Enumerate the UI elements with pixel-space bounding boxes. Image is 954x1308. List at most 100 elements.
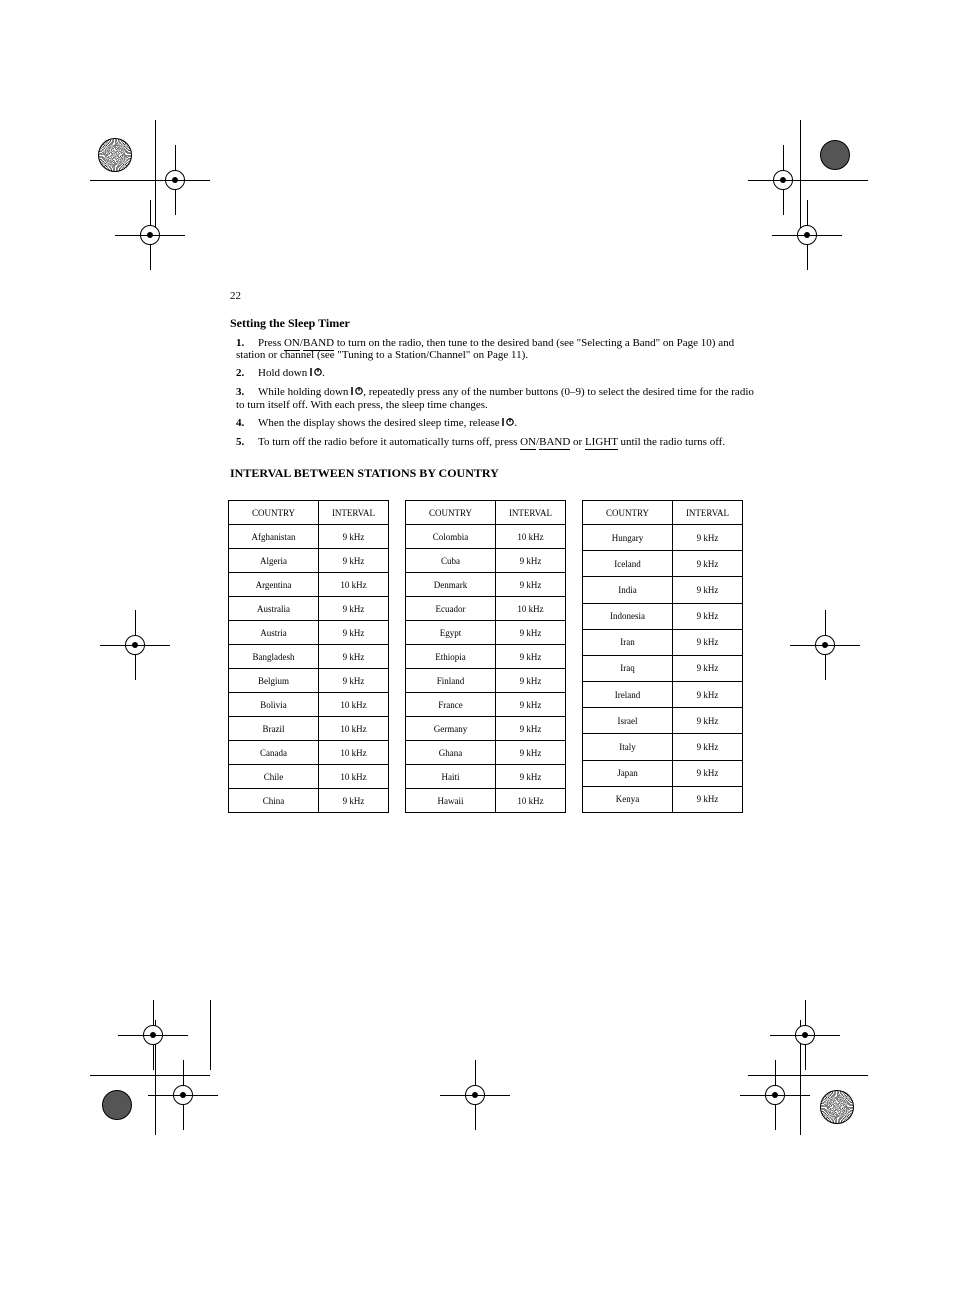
table-cell: Afghanistan [229, 525, 319, 549]
table-cell: Kenya [583, 786, 673, 812]
key-label: ON [284, 337, 300, 351]
table-cell: Finland [406, 669, 496, 693]
table-header: COUNTRY [406, 501, 496, 525]
table-row: Canada10 kHz [229, 741, 389, 765]
table-cell: 9 kHz [496, 669, 566, 693]
table-cell: Egypt [406, 621, 496, 645]
table-cell: Haiti [406, 765, 496, 789]
table-cell: Israel [583, 708, 673, 734]
chart-title: INTERVAL BETWEEN STATIONS BY COUNTRY [230, 466, 760, 481]
table-cell: 10 kHz [319, 573, 389, 597]
table-cell: Belgium [229, 669, 319, 693]
table-cell: 9 kHz [496, 549, 566, 573]
table-cell: 10 kHz [319, 693, 389, 717]
table-cell: 10 kHz [319, 717, 389, 741]
table-cell: Iraq [583, 655, 673, 681]
step: 3.While holding down , repeatedly press … [236, 386, 760, 411]
page-number: 22 [230, 290, 760, 302]
table-row: Israel9 kHz [583, 708, 743, 734]
table-cell: Brazil [229, 717, 319, 741]
table-row: Iran9 kHz [583, 629, 743, 655]
table-row: Indonesia9 kHz [583, 603, 743, 629]
table-cell: Cuba [406, 549, 496, 573]
table-cell: 9 kHz [319, 789, 389, 813]
table-row: Ireland9 kHz [583, 682, 743, 708]
table-cell: 9 kHz [673, 603, 743, 629]
step-number: 5. [236, 436, 258, 448]
regmark-icon [100, 610, 170, 680]
table-row: Algeria9 kHz [229, 549, 389, 573]
table-row: Ghana9 kHz [406, 741, 566, 765]
steps-list: 1.Press ON/BAND to turn on the radio, th… [230, 337, 760, 448]
power-icon [310, 367, 322, 380]
table-cell: 10 kHz [496, 597, 566, 621]
table-cell: 10 kHz [319, 765, 389, 789]
regmark-icon [772, 200, 842, 270]
table-cell: 9 kHz [673, 551, 743, 577]
table-header: INTERVAL [673, 501, 743, 525]
table-cell: 9 kHz [319, 549, 389, 573]
step: 4.When the display shows the desired sle… [236, 417, 760, 430]
table-row: Austria9 kHz [229, 621, 389, 645]
table-cell: Bolivia [229, 693, 319, 717]
table-row: Hawaii10 kHz [406, 789, 566, 813]
table-row: Bangladesh9 kHz [229, 645, 389, 669]
table-cell: China [229, 789, 319, 813]
table-row: Chile10 kHz [229, 765, 389, 789]
table-cell: Denmark [406, 573, 496, 597]
table-cell: 9 kHz [496, 717, 566, 741]
table-cell: 9 kHz [673, 577, 743, 603]
regmark-icon [740, 1060, 810, 1130]
table-row: India9 kHz [583, 577, 743, 603]
table-cell: Germany [406, 717, 496, 741]
table-cell: Ethiopia [406, 645, 496, 669]
table-cell: 9 kHz [319, 525, 389, 549]
table-cell: 10 kHz [496, 525, 566, 549]
table-cell: 9 kHz [319, 597, 389, 621]
table-row: France9 kHz [406, 693, 566, 717]
document-page: 22 Setting the Sleep Timer 1.Press ON/BA… [0, 0, 954, 1308]
power-icon [351, 386, 363, 399]
table-row: Hungary9 kHz [583, 525, 743, 551]
table-cell: Ireland [583, 682, 673, 708]
table-row: China9 kHz [229, 789, 389, 813]
table-cell: Chile [229, 765, 319, 789]
table-cell: 9 kHz [496, 765, 566, 789]
table-cell: 9 kHz [673, 708, 743, 734]
key-label: LIGHT [585, 436, 618, 450]
interval-tables: COUNTRYINTERVALAfghanistan9 kHzAlgeria9 … [228, 500, 764, 813]
step: 2.Hold down . [236, 367, 760, 380]
table-cell: 10 kHz [496, 789, 566, 813]
table-cell: 9 kHz [673, 655, 743, 681]
regmark-icon [790, 610, 860, 680]
table-row: Haiti9 kHz [406, 765, 566, 789]
table-cell: Australia [229, 597, 319, 621]
table-row: Ecuador10 kHz [406, 597, 566, 621]
table-cell: 9 kHz [496, 741, 566, 765]
table-row: Brazil10 kHz [229, 717, 389, 741]
table-cell: Bangladesh [229, 645, 319, 669]
regmark-icon [440, 1060, 510, 1130]
table-cell: 10 kHz [319, 741, 389, 765]
table-cell: 9 kHz [673, 629, 743, 655]
table-row: Cuba9 kHz [406, 549, 566, 573]
body-content: 22 Setting the Sleep Timer 1.Press ON/BA… [230, 290, 760, 481]
table-cell: Hawaii [406, 789, 496, 813]
table-row: Egypt9 kHz [406, 621, 566, 645]
table-cell: 9 kHz [319, 621, 389, 645]
table-cell: 9 kHz [673, 734, 743, 760]
table-cell: India [583, 577, 673, 603]
step: 5.To turn off the radio before it automa… [236, 436, 760, 448]
table-cell: Indonesia [583, 603, 673, 629]
table-row: Belgium9 kHz [229, 669, 389, 693]
table-row: Ethiopia9 kHz [406, 645, 566, 669]
key-label: BAND [303, 337, 334, 351]
interval-table: COUNTRYINTERVALAfghanistan9 kHzAlgeria9 … [228, 500, 389, 813]
table-cell: 9 kHz [496, 573, 566, 597]
table-cell: Ghana [406, 741, 496, 765]
table-row: Denmark9 kHz [406, 573, 566, 597]
step-number: 3. [236, 386, 258, 398]
table-row: Kenya9 kHz [583, 786, 743, 812]
table-cell: Ecuador [406, 597, 496, 621]
key-label: BAND [539, 436, 570, 450]
